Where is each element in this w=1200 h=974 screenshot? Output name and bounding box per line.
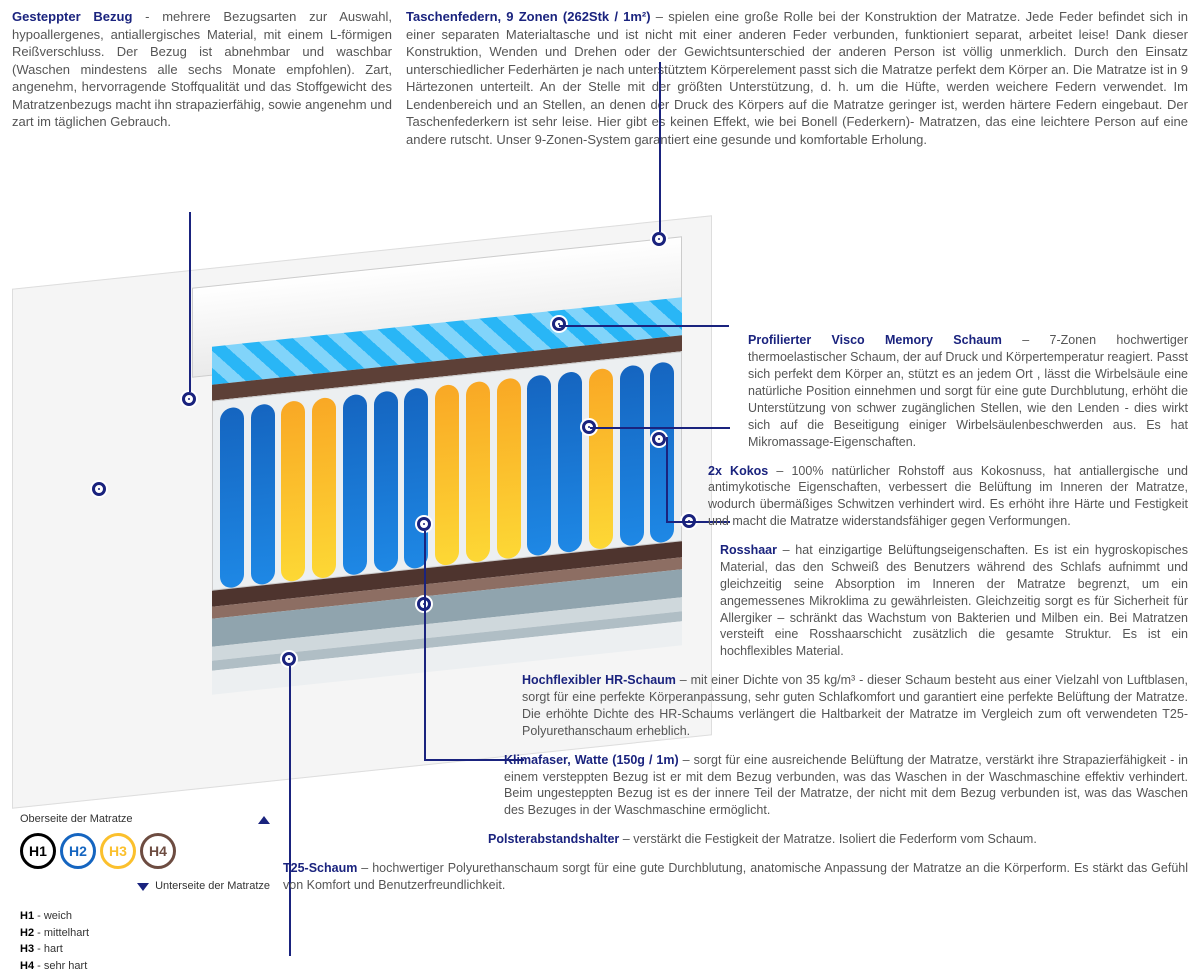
- desc-t25: T25-Schaum – hochwertiger Polyurethansch…: [283, 860, 1188, 894]
- cover-text: - mehrere Bezugsarten zur Auswahl, hypoa…: [12, 9, 392, 129]
- bottom-side-label: Unterseite der Matratze: [155, 879, 270, 894]
- cover-description: Gesteppter Bezug - mehrere Bezugsarten z…: [12, 8, 392, 148]
- springs-text: – spielen eine große Rolle bei der Konst…: [406, 9, 1188, 147]
- layer-descriptions: Profilierter Visco Memory Schaum – 7-Zon…: [708, 332, 1188, 893]
- desc-spacer: Polsterabstandshalter – verstärkt die Fe…: [488, 831, 1188, 848]
- lead-line: [289, 666, 291, 956]
- springs-description: Taschenfedern, 9 Zonen (262Stk / 1m²) – …: [406, 8, 1188, 148]
- firmness-key: H1 - weich H2 - mittelhart H3 - hart H4 …: [20, 908, 270, 974]
- desc-memory: Profilierter Visco Memory Schaum – 7-Zon…: [748, 332, 1188, 450]
- desc-kokos: 2x Kokos – 100% natürlicher Rohstoff aus…: [708, 463, 1188, 531]
- lead-line: [659, 62, 661, 232]
- desc-klimafaser: Klimafaser, Watte (150g / 1m) – sorgt fü…: [504, 752, 1188, 820]
- firmness-h2: H2: [60, 833, 96, 869]
- firmness-h1: H1: [20, 833, 56, 869]
- top-side-label: Oberseite der Matratze: [20, 812, 133, 827]
- lead-line: [666, 437, 668, 522]
- triangle-up-icon: [258, 816, 270, 824]
- cover-title: Gesteppter Bezug: [12, 9, 132, 24]
- firmness-legend: Oberseite der Matratze H1 H2 H3 H4 Unter…: [20, 812, 270, 974]
- desc-hr: Hochflexibler HR-Schaum – mit einer Dich…: [522, 672, 1188, 740]
- triangle-down-icon: [137, 883, 149, 891]
- springs-title: Taschenfedern, 9 Zonen (262Stk / 1m²): [406, 9, 651, 24]
- lead-line: [189, 212, 191, 392]
- firmness-h3: H3: [100, 833, 136, 869]
- desc-rosshaar: Rosshaar – hat einzigartige Belüftungsei…: [720, 542, 1188, 660]
- lead-line: [559, 325, 729, 327]
- firmness-h4: H4: [140, 833, 176, 869]
- lead-line: [424, 531, 426, 761]
